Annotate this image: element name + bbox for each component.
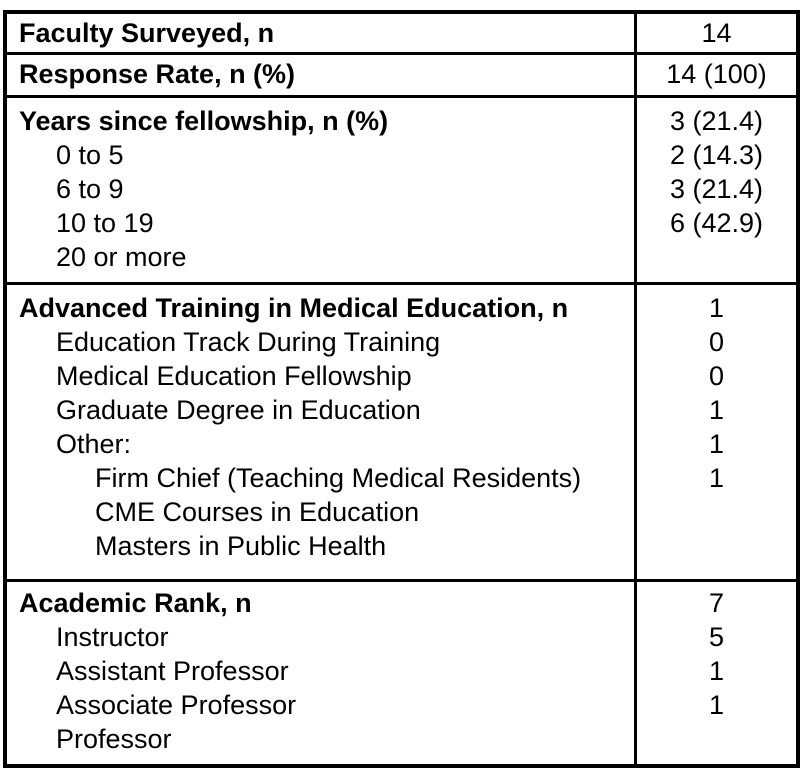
- row-response-rate-label: Response Rate, n (%): [19, 59, 296, 89]
- section-academic-rank: Academic Rank, n Instructor Assistant Pr…: [7, 579, 796, 764]
- section-academic-rank-header: Academic Rank, n: [19, 588, 252, 618]
- row-6-to-9-label: 6 to 9: [56, 174, 124, 204]
- row-professor-value: 1: [708, 690, 725, 720]
- row-0-to-5-value: 3 (21.4): [669, 106, 764, 136]
- value-column: 7 5 1 1: [634, 582, 796, 764]
- row-firm-chief-value: 1: [708, 395, 725, 425]
- row-6-to-9-value: 2 (14.3): [669, 140, 764, 170]
- section-years-since-fellowship: Years since fellowship, n (%) 0 to 5 6 t…: [7, 95, 796, 282]
- row-graduate-degree-label: Graduate Degree in Education: [56, 395, 421, 425]
- row-instructor-value: 7: [708, 588, 725, 618]
- row-graduate-degree-value: 0: [708, 361, 725, 391]
- row-0-to-5-label: 0 to 5: [56, 140, 124, 170]
- row-masters-public-health-value: 1: [708, 463, 725, 493]
- faculty-demographics-table: Faculty Surveyed, n 14 Response Rate, n …: [3, 10, 800, 768]
- value-column: 14 (100): [634, 55, 796, 95]
- row-meded-fellowship-value: 0: [708, 327, 725, 357]
- value-column: 1 0 0 1 1 1: [634, 285, 796, 579]
- row-other-label: Other:: [56, 429, 132, 459]
- label-column: Response Rate, n (%): [7, 55, 634, 95]
- section-advanced-training-header: Advanced Training in Medical Education, …: [19, 293, 569, 323]
- row-firm-chief-label: Firm Chief (Teaching Medical Residents): [95, 463, 582, 493]
- section-faculty-surveyed: Faculty Surveyed, n 14: [7, 14, 796, 52]
- section-advanced-training: Advanced Training in Medical Education, …: [7, 282, 796, 579]
- row-professor-label: Professor: [56, 724, 172, 754]
- row-faculty-surveyed-label: Faculty Surveyed, n: [19, 18, 275, 48]
- label-column: Years since fellowship, n (%) 0 to 5 6 t…: [7, 98, 634, 282]
- row-cme-courses-label: CME Courses in Education: [95, 497, 420, 527]
- label-column: Faculty Surveyed, n: [7, 14, 634, 52]
- row-instructor-label: Instructor: [56, 622, 169, 652]
- row-education-track-value: 1: [708, 293, 725, 323]
- label-column: Advanced Training in Medical Education, …: [7, 285, 634, 579]
- row-associate-professor-value: 1: [708, 656, 725, 686]
- value-column: 14: [634, 14, 796, 52]
- row-education-track-label: Education Track During Training: [56, 327, 441, 357]
- row-faculty-surveyed-value: 14: [701, 18, 732, 48]
- row-associate-professor-label: Associate Professor: [56, 690, 297, 720]
- row-response-rate-value: 14 (100): [666, 59, 767, 89]
- row-10-to-19-label: 10 to 19: [56, 208, 154, 238]
- section-years-header: Years since fellowship, n (%): [19, 106, 389, 136]
- row-20-or-more-value: 6 (42.9): [669, 208, 764, 238]
- row-assistant-professor-value: 5: [708, 622, 725, 652]
- section-response-rate: Response Rate, n (%) 14 (100): [7, 52, 796, 95]
- label-column: Academic Rank, n Instructor Assistant Pr…: [7, 582, 634, 764]
- row-masters-public-health-label: Masters in Public Health: [95, 531, 387, 561]
- row-10-to-19-value: 3 (21.4): [669, 174, 764, 204]
- row-meded-fellowship-label: Medical Education Fellowship: [56, 361, 412, 391]
- row-cme-courses-value: 1: [708, 429, 725, 459]
- row-20-or-more-label: 20 or more: [56, 242, 187, 272]
- row-assistant-professor-label: Assistant Professor: [56, 656, 289, 686]
- value-column: 3 (21.4) 2 (14.3) 3 (21.4) 6 (42.9): [634, 98, 796, 282]
